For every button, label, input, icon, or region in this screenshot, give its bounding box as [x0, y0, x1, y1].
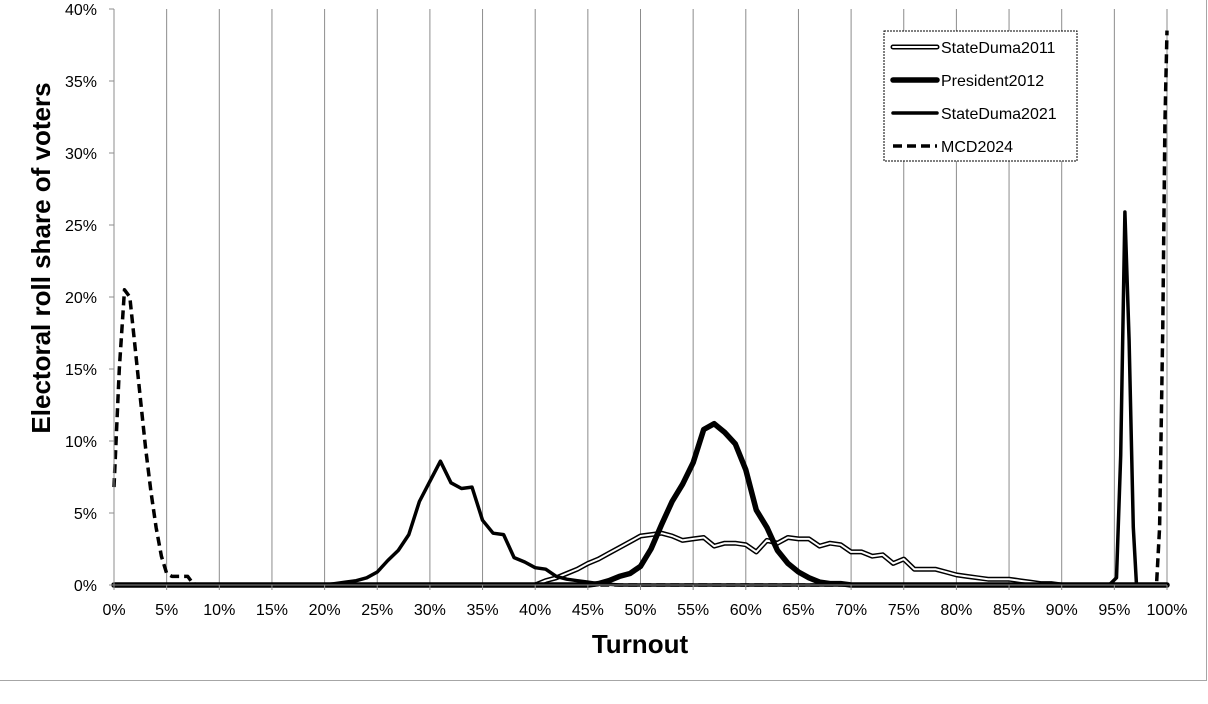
- legend-box: [883, 30, 1078, 162]
- y-tick-label: 5%: [74, 506, 97, 523]
- x-tick-label: 10%: [203, 602, 235, 619]
- y-tick-label: 0%: [74, 578, 97, 595]
- x-tick-label: 40%: [519, 602, 551, 619]
- x-tick-label: 25%: [361, 602, 393, 619]
- y-tick-label: 35%: [65, 74, 97, 91]
- x-tick-label: 45%: [572, 602, 604, 619]
- y-tick-label: 25%: [65, 218, 97, 235]
- turnout-chart: 0% 5% 10% 15% 20% 25% 30% 35% 40% 45% 50% 55% 60% 65%…: [26, 2, 1187, 659]
- x-axis-title: Turnout: [592, 629, 689, 659]
- x-tick-label: 95%: [1098, 602, 1130, 619]
- series-line-stateduma2021: [112, 210, 1169, 587]
- legend-label-stateduma2011: StateDuma2011: [941, 40, 1056, 57]
- grid-lines: [166, 9, 1168, 585]
- tick-labels: 0% 5% 10% 15% 20% 25% 30% 35% 40% 45% 50% 55% 60% 65%…: [65, 2, 1187, 619]
- x-tick-label: 100%: [1147, 602, 1188, 619]
- x-tick-label: 65%: [782, 602, 814, 619]
- y-tick-label: 15%: [65, 362, 97, 379]
- y-tick-label: 20%: [65, 290, 97, 307]
- x-tick-label: 80%: [940, 602, 972, 619]
- x-tick-label: 55%: [677, 602, 709, 619]
- x-tick-label: 75%: [888, 602, 920, 619]
- series-line-mcd2024: [112, 30, 1169, 587]
- x-tick-label: 5%: [155, 602, 178, 619]
- axes: [109, 8, 1168, 590]
- x-tick-label: 0%: [102, 602, 125, 619]
- x-tick-label: 30%: [414, 602, 446, 619]
- legend-label-mcd2024: MCD2024: [941, 139, 1013, 156]
- x-tick-label: 85%: [993, 602, 1025, 619]
- y-tick-label: 40%: [65, 2, 97, 19]
- x-tick-label: 60%: [730, 602, 762, 619]
- chart-frame: 0% 5% 10% 15% 20% 25% 30% 35% 40% 45% 50% 55% 60% 65%…: [0, 0, 1207, 681]
- x-tick-label: 15%: [256, 602, 288, 619]
- legend-label-stateduma2021: StateDuma2021: [941, 106, 1057, 123]
- y-tick-label: 10%: [65, 434, 97, 451]
- x-tick-label: 70%: [835, 602, 867, 619]
- x-tick-label: 35%: [467, 602, 499, 619]
- y-tick-label: 30%: [65, 146, 97, 163]
- x-tick-label: 20%: [309, 602, 341, 619]
- legend-label-president2012: President2012: [941, 73, 1044, 90]
- x-tick-label: 90%: [1046, 602, 1078, 619]
- y-axis-title: Electoral roll share of voters: [26, 82, 56, 433]
- series-line-stateduma2011: [113, 532, 1168, 586]
- legend: StateDuma2011 President2012 StateDuma2021 M…: [883, 30, 1078, 162]
- x-tick-label: 50%: [624, 602, 656, 619]
